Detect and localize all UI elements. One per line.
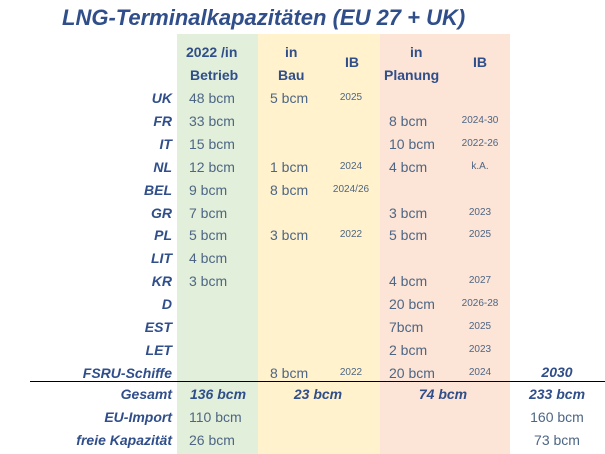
- header: 2022 /in: [186, 44, 238, 60]
- cell: 7bcm: [389, 319, 424, 335]
- header: in: [410, 44, 423, 60]
- cell: 160 bcm: [530, 409, 584, 425]
- cell: 8 bcm: [389, 112, 428, 129]
- cell: 2024/26: [332, 183, 370, 195]
- green-column: [177, 34, 258, 454]
- row-label: FR: [153, 112, 172, 129]
- cell: 73 bcm: [534, 432, 580, 448]
- header: Planung: [384, 67, 440, 83]
- row-label: EU-Import: [104, 409, 172, 425]
- row-label: PL: [154, 227, 172, 244]
- cell: 33 bcm: [189, 112, 235, 129]
- cell: 2025: [468, 321, 492, 332]
- title: LNG-Terminalkapazitäten (EU 27 + UK): [62, 5, 466, 30]
- cell: 136 bcm: [189, 386, 247, 402]
- cell: 3 bcm: [270, 227, 309, 244]
- cell: 2023: [468, 206, 492, 218]
- row-label: freie Kapazität: [76, 432, 172, 448]
- cell: 3 bcm: [189, 273, 228, 290]
- cell: 2025: [339, 92, 363, 103]
- cell: 8 bcm: [270, 181, 309, 198]
- cell: 23 bcm: [293, 386, 343, 402]
- cell: 48 bcm: [189, 90, 235, 106]
- cell: 4 bcm: [189, 250, 228, 267]
- row-label: LIT: [151, 250, 172, 267]
- header: IB: [345, 54, 359, 70]
- cell: 2 bcm: [389, 341, 428, 358]
- header: Bau: [278, 67, 305, 83]
- cell: 1 bcm: [270, 158, 309, 175]
- cell: 2022-26: [461, 137, 499, 149]
- row-label: BEL: [144, 181, 172, 198]
- row-label: GR: [151, 204, 172, 221]
- cell: 2026-28: [461, 298, 499, 310]
- row-label: IT: [159, 135, 172, 152]
- cell: 2023: [468, 343, 492, 355]
- cell: 2024: [468, 366, 492, 378]
- cell: 3 bcm: [389, 204, 428, 221]
- cell: 10 bcm: [389, 135, 435, 152]
- cell: 8 bcm: [270, 364, 309, 381]
- cell: 20 bcm: [389, 296, 435, 313]
- separator: [30, 381, 605, 382]
- row-label: FSRU-Schiffe: [82, 364, 172, 381]
- row-label: KR: [151, 273, 172, 290]
- header: IB: [473, 54, 487, 70]
- cell: 4 bcm: [389, 158, 428, 175]
- row-label: Gesamt: [120, 386, 172, 402]
- orange-column: [380, 34, 510, 454]
- cell: 4 bcm: [389, 273, 428, 290]
- row-label: UK: [151, 90, 172, 106]
- cell: 5 bcm: [189, 227, 228, 244]
- cell: 2024-30: [461, 114, 499, 126]
- cell: 233 bcm: [528, 386, 586, 402]
- cell: 5 bcm: [389, 227, 428, 244]
- cell: 2022: [339, 366, 363, 378]
- row-label: EST: [144, 319, 172, 335]
- cell: 9 bcm: [189, 181, 228, 198]
- row-label: NL: [153, 158, 172, 175]
- cell: 26 bcm: [189, 432, 235, 448]
- header: in: [285, 44, 298, 60]
- cell: k.A.: [471, 160, 489, 172]
- cell: 20 bcm: [389, 364, 435, 381]
- cell: 7 bcm: [189, 204, 228, 221]
- cell: 2027: [468, 275, 492, 287]
- cell: 12 bcm: [189, 158, 235, 175]
- row-label: LET: [145, 341, 172, 358]
- cell: 5 bcm: [270, 90, 309, 106]
- cell: 110 bcm: [189, 409, 242, 425]
- cell: 2022: [339, 229, 363, 241]
- cell: 74 bcm: [418, 386, 468, 402]
- row-label: D: [161, 296, 172, 313]
- header: Betrieb: [190, 67, 239, 83]
- yellow-column: [258, 34, 380, 454]
- cell: 2025: [468, 229, 492, 241]
- cell: 15 bcm: [189, 135, 235, 152]
- cell: 2024: [339, 160, 363, 172]
- header: 2030: [541, 364, 573, 380]
